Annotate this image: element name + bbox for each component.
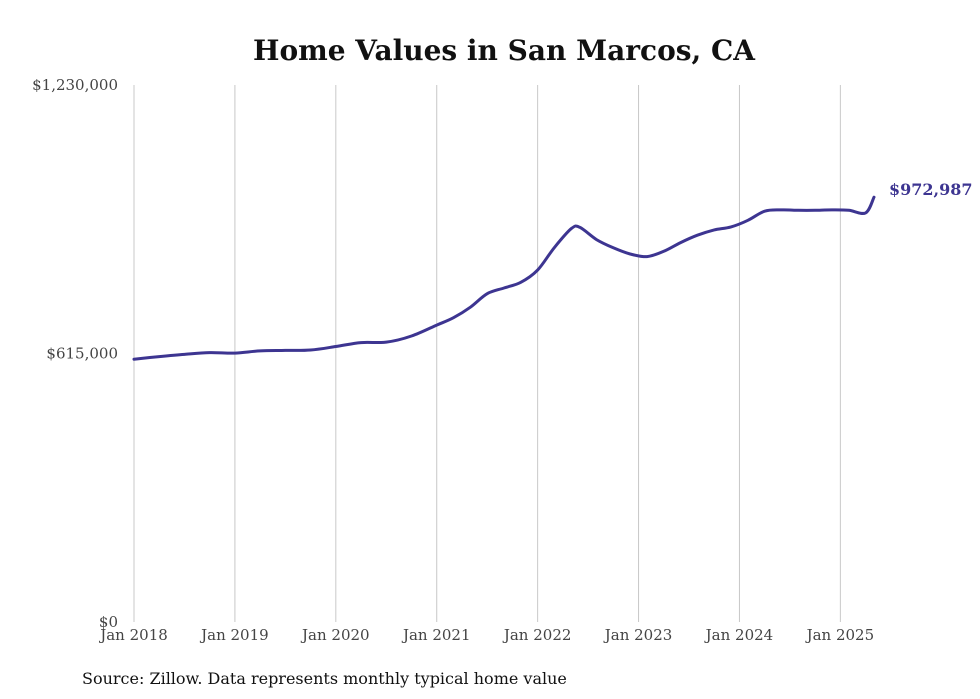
y-tick-label: $1,230,000	[32, 76, 118, 94]
x-tick-label: Jan 2019	[199, 626, 269, 644]
chart-title: Home Values in San Marcos, CA	[253, 34, 756, 67]
x-tick-label: Jan 2023	[603, 626, 673, 644]
x-tick-label: Jan 2025	[805, 626, 875, 644]
series-layer	[132, 195, 876, 361]
y-tick-label: $0	[99, 613, 118, 631]
x-tick-label: Jan 2021	[401, 626, 471, 644]
y-axis-ticks: $0 $615,000 $1,230,000	[32, 76, 118, 631]
series-line-0	[132, 195, 876, 361]
end-value-label: $972,987	[889, 180, 973, 199]
x-tick-label: Jan 2022	[502, 626, 572, 644]
source-note: Source: Zillow. Data represents monthly …	[82, 669, 567, 688]
x-tick-label: Jan 2018	[98, 626, 168, 644]
x-tick-label: Jan 2020	[300, 626, 370, 644]
x-axis-ticks: Jan 2018 Jan 2019 Jan 2020 Jan 2021 Jan 2022…	[98, 626, 874, 644]
gridlines	[133, 85, 841, 622]
x-tick-label: Jan 2024	[704, 626, 774, 644]
y-tick-label: $615,000	[46, 345, 118, 363]
